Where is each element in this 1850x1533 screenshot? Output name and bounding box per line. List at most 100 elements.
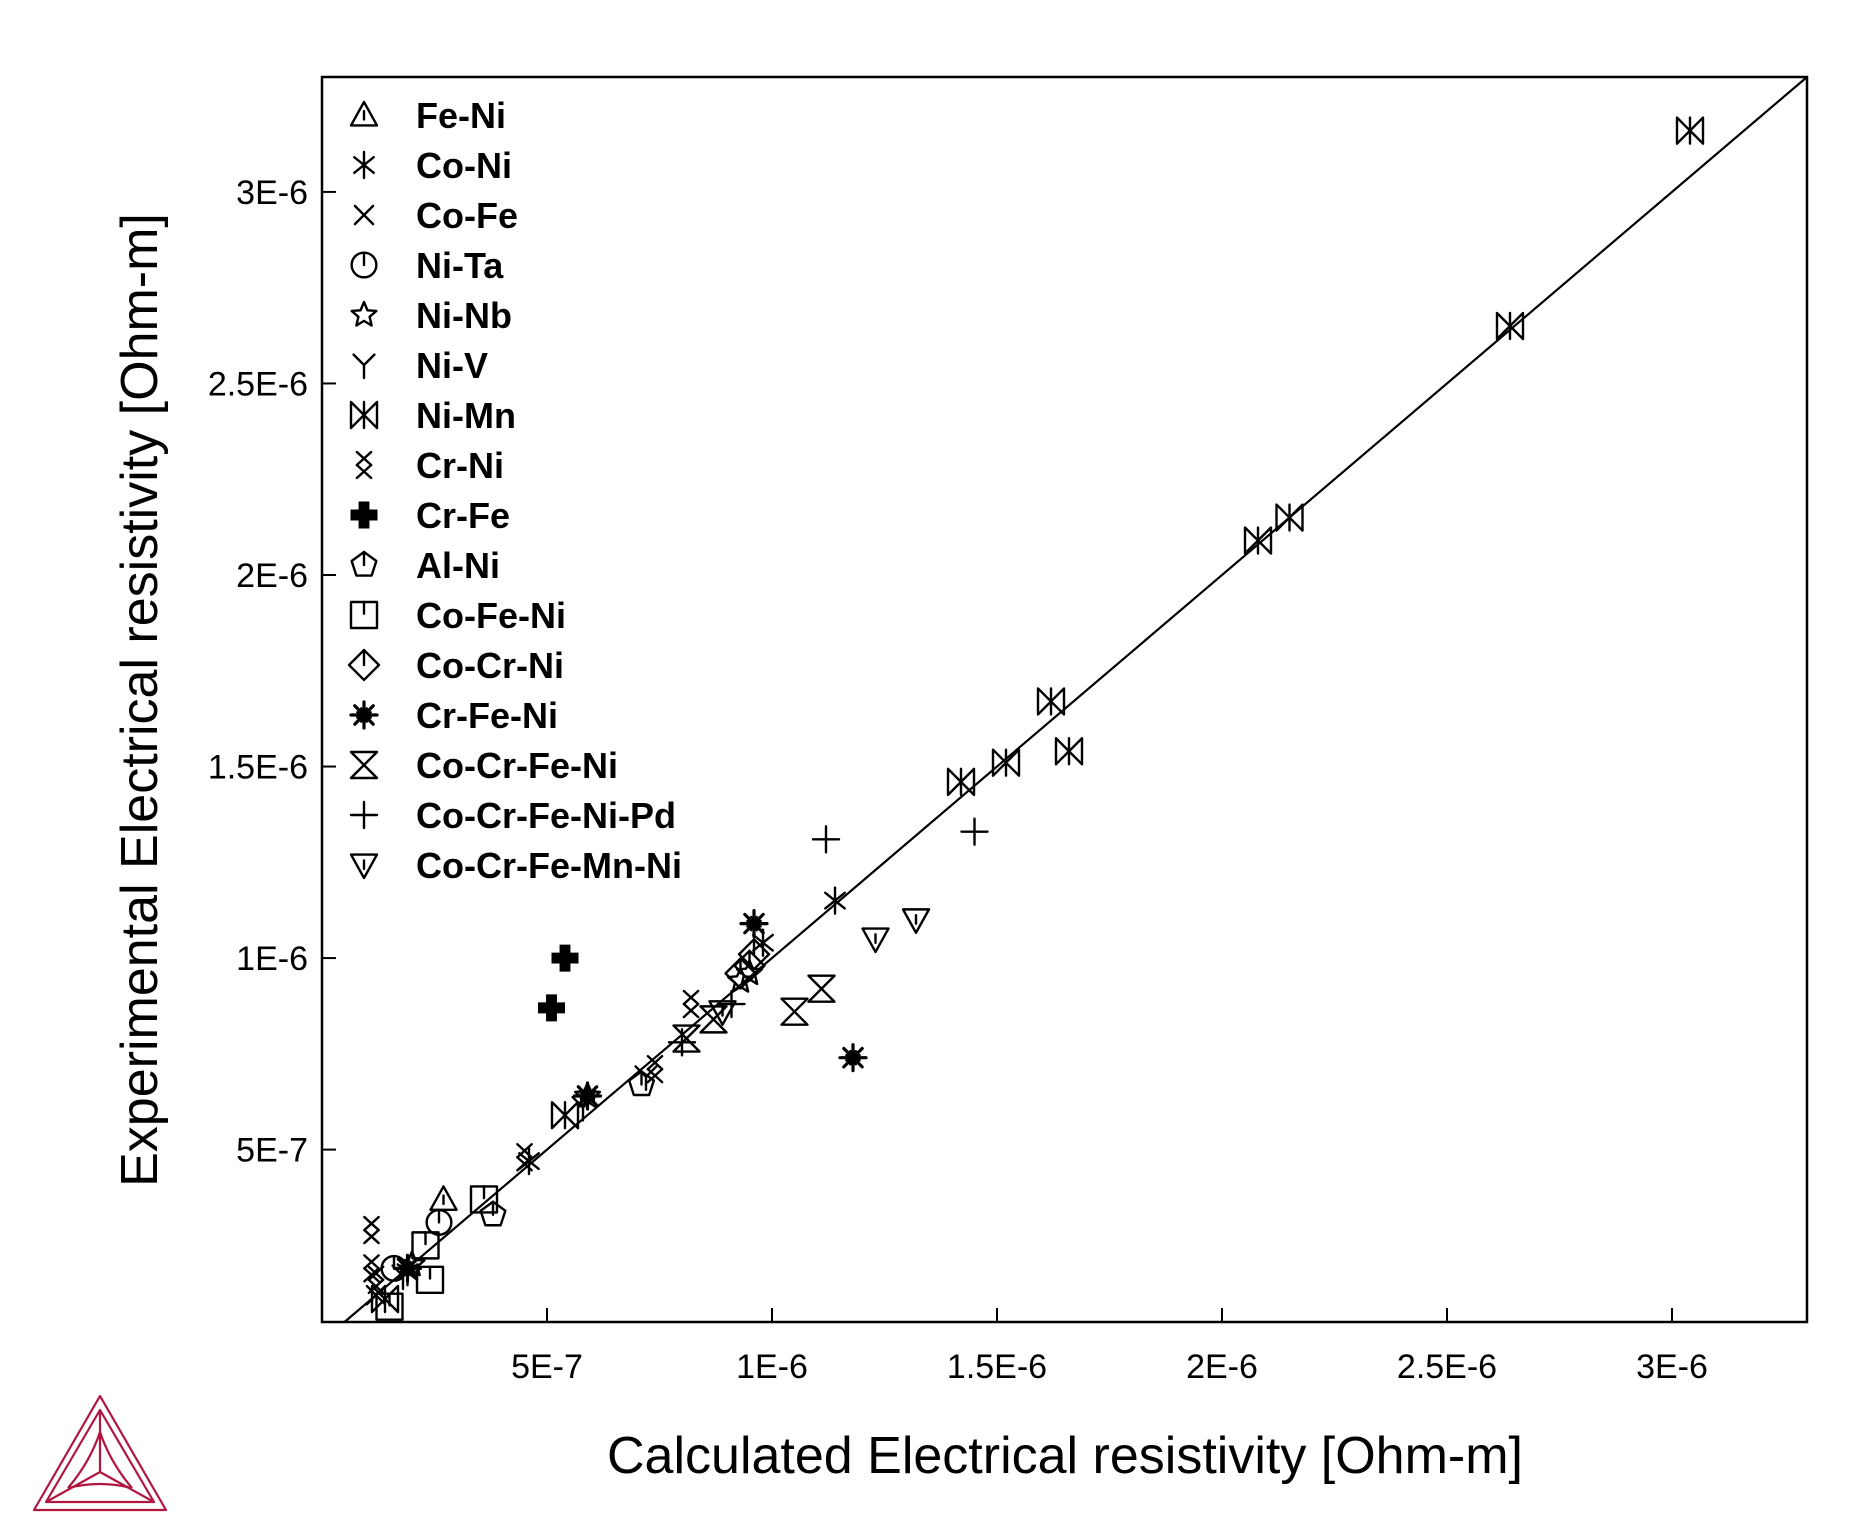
- data-point: [717, 989, 746, 1019]
- x-tick-label: 2.5E-6: [1397, 1348, 1497, 1386]
- y-axis: 5E-7 1E-6 1.5E-6 2E-6 2.5E-6 3E-6: [208, 174, 336, 1170]
- y-tick-label: 1.5E-6: [208, 749, 308, 787]
- data-point: [538, 994, 565, 1022]
- series-fe-ni: [429, 1185, 458, 1212]
- series-co-fe-ni: [375, 1185, 499, 1321]
- data-point: [824, 886, 846, 915]
- y-tick-label: 5E-7: [236, 1132, 308, 1170]
- y-tick-label: 2E-6: [236, 557, 308, 595]
- x-axis-title: Calculated Electrical resistivity [Ohm-m…: [607, 1427, 1523, 1485]
- data-point: [375, 1292, 404, 1321]
- legend-item: Ni-V: [352, 345, 488, 386]
- legend-label: Co-Cr-Fe-Ni: [416, 745, 618, 786]
- legend-label: Cr-Fe-Ni: [416, 695, 558, 736]
- data-point: [572, 1081, 603, 1111]
- identity-line: [343, 76, 1808, 1323]
- data-point: [960, 817, 989, 846]
- legend-item: Co-Fe: [353, 195, 518, 236]
- legend-label: Al-Ni: [416, 545, 500, 586]
- data-point: [991, 748, 1021, 777]
- data-point: [739, 908, 769, 939]
- legend-marker-icon: [349, 100, 379, 127]
- data-point: [363, 1254, 380, 1283]
- series-cr-fe: [538, 944, 579, 1022]
- legend-item: Co-Ni: [353, 145, 512, 186]
- legend-marker-icon: [352, 353, 376, 380]
- legend-marker-icon: [350, 251, 378, 279]
- legend-label: Co-Cr-Fe-Mn-Ni: [416, 845, 682, 886]
- legend-label: Co-Ni: [416, 145, 512, 186]
- data-point: [946, 767, 976, 797]
- legend-label: Cr-Ni: [416, 445, 504, 486]
- data-point: [737, 938, 771, 971]
- thermo-calc-logo: [32, 1394, 168, 1512]
- legend-marker-icon: [349, 800, 379, 830]
- legend-item: Cr-Ni: [355, 445, 504, 486]
- legend-marker-icon: [349, 750, 379, 780]
- legend-label: Fe-Ni: [416, 95, 506, 136]
- data-point: [551, 944, 579, 972]
- data-point: [363, 1215, 380, 1245]
- data-point: [724, 957, 757, 990]
- series-al-ni: [479, 1070, 656, 1227]
- legend-item: Co-Cr-Fe-Ni: [349, 745, 618, 786]
- legend-marker-icon: [355, 450, 373, 480]
- data-point: [1275, 503, 1304, 532]
- data-point: [811, 825, 841, 854]
- legend: Fe-Ni Co-Ni Co-Fe Ni-Ta Ni-Nb Ni-V Ni-Mn Cr-Ni C…: [347, 95, 682, 886]
- series-ni-v: [391, 1065, 658, 1291]
- data-point: [682, 989, 700, 1019]
- legend-item: Al-Ni: [350, 545, 500, 586]
- series-cr-ni: [363, 989, 700, 1295]
- data-point: [367, 1265, 385, 1295]
- legend-marker-icon: [349, 600, 379, 630]
- y-tick-label: 2.5E-6: [208, 365, 308, 403]
- data-point: [861, 927, 890, 954]
- legend-marker-icon: [353, 150, 375, 180]
- data-point: [411, 1231, 440, 1260]
- legend-label: Ni-Nb: [416, 295, 512, 336]
- data-point: [780, 997, 809, 1026]
- data-point: [1243, 526, 1273, 555]
- data-point: [415, 1265, 445, 1295]
- series-co-cr-fe-ni: [672, 974, 836, 1053]
- x-tick-label: 1E-6: [736, 1348, 808, 1386]
- legend-item: Ni-Nb: [350, 295, 512, 336]
- legend-label: Ni-V: [416, 345, 488, 386]
- legend-marker-icon: [353, 204, 375, 226]
- legend-marker-icon: [350, 550, 378, 577]
- legend-item: Co-Cr-Ni: [347, 645, 564, 686]
- series-co-cr-ni: [724, 938, 771, 990]
- data-point: [667, 1028, 697, 1057]
- data-point: [672, 1024, 701, 1053]
- legend-marker-icon: [350, 501, 378, 529]
- legend-item: Cr-Fe: [350, 495, 510, 536]
- y-tick-label: 1E-6: [236, 940, 308, 978]
- y-tick-label: 3E-6: [236, 174, 308, 212]
- y-axis-title: Experimental Electrical resistivity [Ohm…: [111, 213, 169, 1187]
- x-axis: 5E-7 1E-6 1.5E-6 2E-6 2.5E-6 3E-6: [511, 1308, 1708, 1386]
- legend-label: Cr-Fe: [416, 495, 510, 536]
- series-ni-mn: [370, 116, 1705, 1314]
- legend-label: Ni-Ta: [416, 245, 504, 286]
- x-tick-label: 5E-7: [511, 1348, 583, 1386]
- series-co-cr-fe-ni-pd: [667, 817, 989, 1057]
- data-point: [1036, 687, 1066, 716]
- legend-item: Co-Fe-Ni: [349, 595, 566, 636]
- data-point: [1675, 116, 1705, 145]
- data-point: [627, 1070, 656, 1097]
- data-point: [1054, 737, 1084, 766]
- x-tick-label: 1.5E-6: [947, 1348, 1047, 1386]
- x-tick-label: 3E-6: [1636, 1348, 1708, 1386]
- data-point: [901, 908, 931, 934]
- data-point: [708, 1000, 737, 1026]
- legend-item: Cr-Fe-Ni: [349, 695, 558, 736]
- data-points: [363, 116, 1705, 1321]
- data-point: [838, 1043, 868, 1073]
- series-co-cr-fe-mn-ni: [708, 908, 931, 1026]
- legend-item: Co-Cr-Fe-Ni-Pd: [349, 795, 676, 836]
- plot-frame: [320, 75, 1809, 1324]
- legend-label: Ni-Mn: [416, 395, 516, 436]
- legend-label: Co-Fe-Ni: [416, 595, 566, 636]
